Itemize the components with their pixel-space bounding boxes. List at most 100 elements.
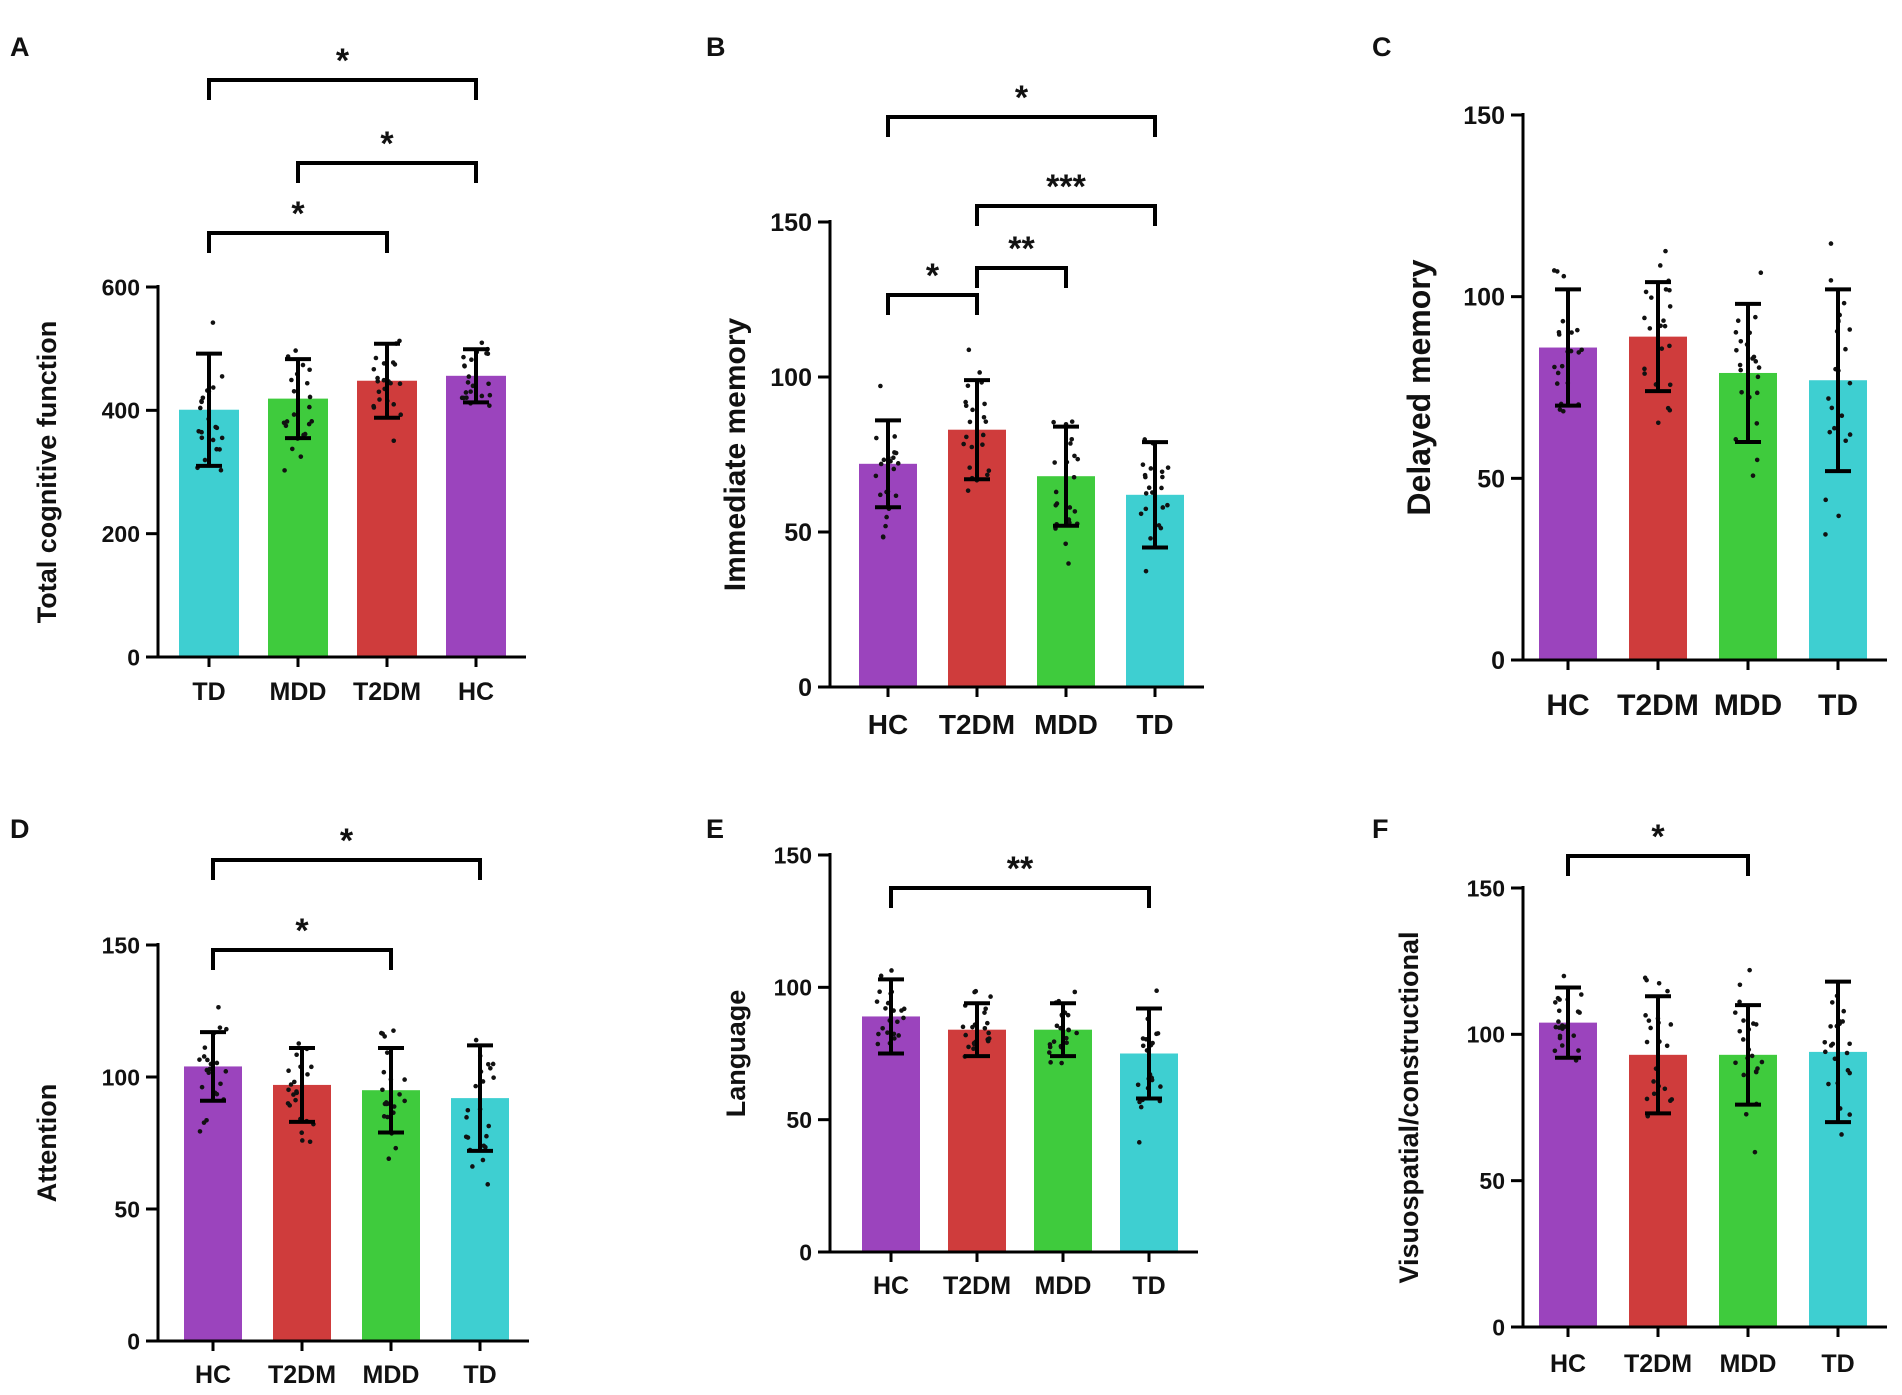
data-point (980, 432, 986, 438)
data-point (289, 377, 294, 383)
data-point (1052, 460, 1057, 465)
data-point (1839, 1132, 1844, 1137)
data-point (1155, 1031, 1161, 1036)
data-point (1644, 1039, 1650, 1045)
data-point (386, 1156, 392, 1161)
data-point (1847, 1112, 1853, 1117)
data-point (294, 1052, 299, 1058)
data-point (201, 1120, 207, 1125)
data-point (1165, 502, 1170, 508)
data-point (875, 1041, 881, 1047)
y-tick-label: 0 (1491, 647, 1505, 675)
data-point (286, 1087, 291, 1093)
y-tick-label: 100 (1467, 1022, 1505, 1048)
data-point (480, 1157, 486, 1163)
significance-bracket (889, 886, 1151, 908)
data-point (375, 375, 380, 381)
y-tick-label: 50 (1479, 1168, 1505, 1194)
bar-hc (184, 1066, 242, 1341)
data-point (1555, 995, 1561, 1001)
data-point (304, 380, 310, 386)
data-point (479, 340, 485, 346)
data-point (485, 1182, 491, 1187)
data-point (371, 366, 377, 372)
data-point (988, 994, 993, 999)
data-point (223, 1069, 229, 1074)
data-point (1667, 287, 1672, 293)
data-point (885, 1030, 890, 1035)
data-point (1822, 1039, 1828, 1045)
data-point (391, 438, 397, 444)
data-point (294, 1090, 300, 1096)
data-point (901, 1015, 906, 1021)
data-point (1732, 1010, 1738, 1015)
data-point (390, 360, 396, 365)
data-point (1651, 1079, 1656, 1084)
data-point (1557, 1033, 1563, 1039)
data-point (1138, 511, 1144, 517)
data-point (985, 472, 990, 478)
data-point (214, 446, 219, 452)
data-point (485, 1062, 491, 1067)
data-point (970, 1024, 975, 1030)
data-point (1143, 474, 1148, 480)
significance-label: * (1651, 818, 1665, 856)
data-point (983, 1006, 988, 1012)
significance-bracket (975, 204, 1157, 226)
data-point (381, 1069, 387, 1075)
data-point (874, 999, 880, 1004)
data-point (479, 393, 485, 399)
data-point (1154, 988, 1159, 994)
data-point (378, 1030, 384, 1036)
data-point (895, 1019, 900, 1025)
data-point (1828, 1024, 1833, 1029)
data-point (1075, 456, 1081, 462)
data-point (963, 399, 968, 405)
data-point (967, 419, 973, 425)
data-point (199, 435, 205, 441)
data-point (1136, 1140, 1142, 1145)
panel-label: C (1372, 32, 1392, 62)
panel-label: E (706, 814, 724, 844)
data-point (213, 424, 218, 430)
data-point (1559, 1023, 1565, 1028)
bar-t2dm (273, 1084, 331, 1341)
x-tick-label-t2dm: T2DM (939, 709, 1015, 740)
data-point (981, 414, 987, 420)
data-point (1072, 509, 1078, 514)
x-tick-label-mdd: MDD (270, 678, 327, 706)
data-point (883, 1006, 888, 1011)
y-tick-label: 0 (799, 1239, 812, 1265)
data-point (1752, 1149, 1758, 1155)
data-point (971, 1046, 976, 1051)
data-point (391, 1104, 397, 1109)
data-point (1165, 465, 1171, 470)
data-point (289, 446, 295, 452)
y-tick-label: 0 (1492, 1314, 1505, 1340)
y-tick-label: 200 (102, 521, 140, 547)
data-point (1138, 1104, 1144, 1110)
data-point (1737, 1028, 1743, 1034)
panel-label: F (1372, 814, 1389, 844)
data-point (293, 348, 298, 353)
data-point (464, 1115, 469, 1120)
data-point (491, 1075, 496, 1080)
y-tick-label: 150 (102, 932, 140, 958)
data-point (1150, 1040, 1155, 1046)
data-point (1826, 396, 1831, 401)
data-point (983, 419, 989, 424)
data-point (964, 434, 969, 440)
data-point (965, 488, 971, 493)
data-point (1668, 1022, 1674, 1027)
data-point (201, 1054, 207, 1059)
x-tick-label-mdd: MDD (1035, 1272, 1092, 1300)
data-point (985, 1038, 991, 1044)
data-point (219, 435, 225, 441)
data-point (307, 394, 313, 400)
data-point (1576, 1048, 1581, 1053)
data-point (210, 385, 216, 390)
data-point (288, 1082, 294, 1087)
data-point (883, 523, 888, 529)
data-point (1753, 359, 1759, 364)
data-point (465, 380, 471, 385)
